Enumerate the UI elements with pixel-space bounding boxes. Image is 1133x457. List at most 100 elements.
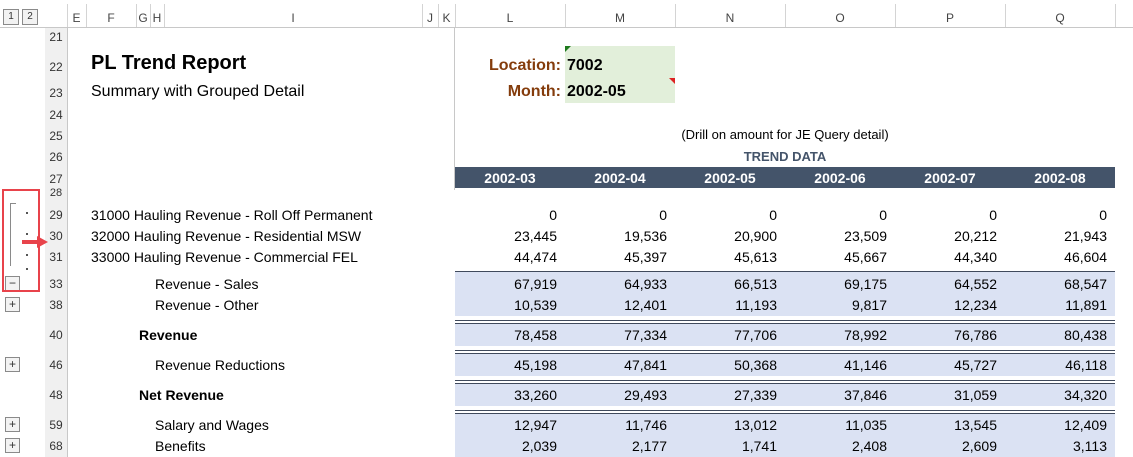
amount-cell[interactable]: 0 xyxy=(879,207,887,223)
amount-cell[interactable]: 12,409 xyxy=(1064,417,1107,433)
amount-cell[interactable]: 46,118 xyxy=(1065,357,1107,373)
amount-cell[interactable]: 77,706 xyxy=(734,327,777,343)
amount-cell[interactable]: 2,408 xyxy=(851,438,887,454)
amount-cell[interactable]: 11,035 xyxy=(845,417,887,433)
amount-cell[interactable]: 2,177 xyxy=(631,438,667,454)
expand-group-button[interactable]: + xyxy=(5,357,20,372)
amount-cell[interactable]: 0 xyxy=(769,207,777,223)
amount-cell[interactable]: 64,552 xyxy=(954,276,997,292)
row-number[interactable]: 31 xyxy=(49,250,63,264)
expand-group-button[interactable]: + xyxy=(5,438,20,453)
row-number[interactable]: 68 xyxy=(49,439,63,453)
expand-group-button[interactable]: + xyxy=(5,297,20,312)
amount-cell[interactable]: 12,401 xyxy=(624,297,667,313)
amount-cell[interactable]: 45,397 xyxy=(624,249,667,265)
amount-cell[interactable]: 20,900 xyxy=(734,228,777,244)
column-header-i[interactable]: I xyxy=(291,11,295,25)
amount-cell[interactable]: 11,746 xyxy=(625,417,667,433)
expand-group-button[interactable]: + xyxy=(5,417,20,432)
column-header-e[interactable]: E xyxy=(72,11,81,25)
amount-cell[interactable]: 2,039 xyxy=(521,438,557,454)
amount-cell[interactable]: 66,513 xyxy=(734,276,777,292)
amount-cell[interactable]: 23,509 xyxy=(844,228,887,244)
amount-cell[interactable]: 44,340 xyxy=(954,249,997,265)
amount-cell[interactable]: 45,613 xyxy=(734,249,777,265)
row-number[interactable]: 27 xyxy=(49,172,63,186)
group-level-1-button[interactable]: 1 xyxy=(3,9,19,25)
amount-cell[interactable]: 0 xyxy=(549,207,557,223)
row-number[interactable]: 48 xyxy=(49,388,63,402)
column-header-k[interactable]: K xyxy=(442,11,451,25)
column-header-m[interactable]: M xyxy=(615,11,625,25)
column-header-q[interactable]: Q xyxy=(1055,11,1065,25)
amount-cell[interactable]: 11,891 xyxy=(1065,297,1107,313)
row-number[interactable]: 38 xyxy=(49,298,63,312)
amount-cell[interactable]: 0 xyxy=(659,207,667,223)
row-number[interactable]: 46 xyxy=(49,358,63,372)
collapse-group-button[interactable]: − xyxy=(5,276,20,291)
amount-cell[interactable]: 20,212 xyxy=(954,228,997,244)
amount-cell[interactable]: 44,474 xyxy=(514,249,557,265)
row-number[interactable]: 29 xyxy=(49,208,63,222)
column-header-g[interactable]: G xyxy=(138,11,148,25)
amount-cell[interactable]: 0 xyxy=(989,207,997,223)
amount-cell[interactable]: 78,992 xyxy=(844,327,887,343)
amount-cell[interactable]: 77,334 xyxy=(624,327,667,343)
row-number[interactable]: 22 xyxy=(49,60,63,74)
amount-cell[interactable]: 23,445 xyxy=(514,228,557,244)
row-number[interactable]: 24 xyxy=(49,108,63,122)
amount-cell[interactable]: 12,947 xyxy=(514,417,557,433)
amount-cell[interactable]: 47,841 xyxy=(624,357,667,373)
amount-cell[interactable]: 0 xyxy=(1099,207,1107,223)
amount-cell[interactable]: 37,846 xyxy=(844,387,887,403)
amount-cell[interactable]: 41,146 xyxy=(844,357,887,373)
amount-cell[interactable]: 31,059 xyxy=(954,387,997,403)
row-number[interactable]: 26 xyxy=(49,150,63,164)
amount-cell[interactable]: 69,175 xyxy=(844,276,887,292)
amount-cell[interactable]: 13,012 xyxy=(734,417,777,433)
amount-cell[interactable]: 9,817 xyxy=(851,297,887,313)
amount-cell[interactable]: 45,667 xyxy=(844,249,887,265)
row-number[interactable]: 23 xyxy=(49,86,63,100)
column-header-l[interactable]: L xyxy=(506,11,514,25)
amount-cell[interactable]: 29,493 xyxy=(624,387,667,403)
amount-cell[interactable]: 21,943 xyxy=(1064,228,1107,244)
amount-cell[interactable]: 13,545 xyxy=(954,417,997,433)
column-header-f[interactable]: F xyxy=(107,11,115,25)
row-number[interactable]: 21 xyxy=(49,30,63,44)
month-input[interactable]: 2002-05 xyxy=(567,83,626,100)
row-number[interactable]: 33 xyxy=(49,277,63,291)
amount-cell[interactable]: 2,609 xyxy=(961,438,997,454)
column-header-j[interactable]: J xyxy=(427,11,433,25)
row-number[interactable]: 30 xyxy=(49,229,63,243)
row-number[interactable]: 59 xyxy=(49,418,63,432)
amount-cell[interactable]: 45,727 xyxy=(954,357,997,373)
amount-cell[interactable]: 45,198 xyxy=(514,357,557,373)
column-header-o[interactable]: O xyxy=(835,11,845,25)
amount-cell[interactable]: 50,368 xyxy=(734,357,777,373)
amount-cell[interactable]: 1,741 xyxy=(741,438,777,454)
amount-cell[interactable]: 64,933 xyxy=(624,276,667,292)
row-number[interactable]: 28 xyxy=(49,187,63,199)
amount-cell[interactable]: 3,113 xyxy=(1073,438,1107,454)
amount-cell[interactable]: 67,919 xyxy=(514,276,557,292)
amount-cell[interactable]: 27,339 xyxy=(734,387,777,403)
amount-cell[interactable]: 46,604 xyxy=(1064,249,1107,265)
amount-cell[interactable]: 76,786 xyxy=(954,327,997,343)
location-input[interactable]: 7002 xyxy=(567,57,603,74)
column-header-n[interactable]: N xyxy=(725,11,735,25)
amount-cell[interactable]: 78,458 xyxy=(514,327,557,343)
amount-cell[interactable]: 10,539 xyxy=(514,297,557,313)
amount-cell[interactable]: 68,547 xyxy=(1064,276,1107,292)
row-number[interactable]: 40 xyxy=(49,328,63,342)
amount-cell[interactable]: 12,234 xyxy=(954,297,997,313)
amount-cell[interactable]: 11,193 xyxy=(735,297,777,313)
group-level-2-button[interactable]: 2 xyxy=(22,9,38,25)
amount-cell[interactable]: 19,536 xyxy=(624,228,667,244)
row-number[interactable]: 25 xyxy=(49,129,63,143)
amount-cell[interactable]: 80,438 xyxy=(1064,327,1107,343)
amount-cell[interactable]: 33,260 xyxy=(514,387,557,403)
column-header-p[interactable]: P xyxy=(945,11,954,25)
amount-cell[interactable]: 34,320 xyxy=(1064,387,1107,403)
column-header-h[interactable]: H xyxy=(152,11,162,25)
